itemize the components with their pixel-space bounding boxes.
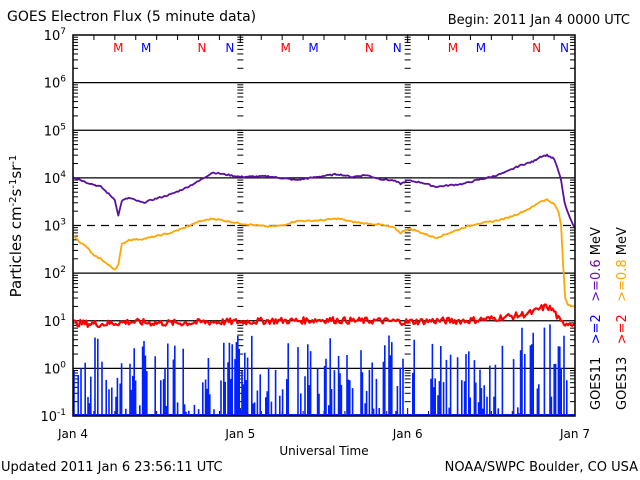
x-tick-label: Jan 5 <box>224 427 255 441</box>
legend-gap <box>615 302 630 314</box>
y-tick-exponent: 0 <box>60 360 66 370</box>
y-tick-exponent: 1 <box>60 313 66 323</box>
y-axis-label-exp3: -1 <box>8 155 19 165</box>
marker-m: M <box>476 41 486 55</box>
y-tick-base: 10 <box>44 172 61 187</box>
marker-n: N <box>197 41 206 55</box>
series-lines <box>72 153 576 329</box>
y-tick-label: 104 <box>44 170 67 187</box>
legend-row-goes11: GOES11 >=2 >=0.6 MeV <box>589 227 604 410</box>
legend-gap <box>589 302 604 314</box>
x-tick-labels: Jan 4 Jan 5 Jan 6 Jan 7 <box>57 427 590 441</box>
y-axis-label: Particles cm-2s-1sr-1 <box>7 155 25 298</box>
y-tick-base: 10 <box>44 220 61 235</box>
marker-n: N <box>393 41 402 55</box>
legend-unit: MeV <box>615 227 630 255</box>
series-goes11-2mev <box>73 324 575 416</box>
chart-title: GOES Electron Flux (5 minute data) <box>7 9 257 25</box>
y-tick-label: 102 <box>44 265 66 282</box>
marker-m: M <box>113 41 123 55</box>
marker-m: M <box>141 41 151 55</box>
y-axis-label-s: s <box>7 188 25 196</box>
series-line-2 <box>73 198 576 308</box>
marker-n: N <box>225 41 234 55</box>
y-tick-label: 105 <box>44 122 66 139</box>
plot-frame <box>72 34 576 417</box>
marker-n: N <box>365 41 374 55</box>
y-tick-label: 107 <box>44 27 66 44</box>
y-tick-base: 10 <box>44 29 61 44</box>
y-tick-exponent: 3 <box>60 218 66 228</box>
y-axis-label-exp2: -1 <box>8 179 19 189</box>
legend-gap <box>589 344 604 356</box>
y-tick-label: 106 <box>44 75 67 92</box>
legend-unit: MeV <box>589 227 604 255</box>
y-tick-label: 103 <box>44 218 66 235</box>
y-tick-exponent: 6 <box>60 75 66 85</box>
y-tick-base: 10 <box>44 315 61 330</box>
updated-time: Updated 2011 Jan 6 23:56:11 UTC <box>1 460 223 475</box>
y-tick-label: 10-1 <box>40 408 66 425</box>
legend-satellite: GOES13 <box>615 357 630 410</box>
y-tick-exponent: 5 <box>60 122 66 132</box>
marker-n: N <box>532 41 541 55</box>
series-line-1 <box>72 153 576 229</box>
y-tick-exponent: 7 <box>60 27 66 37</box>
y-tick-base: 10 <box>44 362 61 377</box>
y-axis-label-exp1: -2 <box>8 196 19 206</box>
x-tick-label: Jan 6 <box>392 427 423 441</box>
y-tick-exponent: 2 <box>60 265 66 275</box>
legend-gap <box>615 344 630 356</box>
credit: NOAA/SWPC Boulder, CO USA <box>444 460 638 475</box>
legend-low-energy: >=2 <box>589 314 604 344</box>
y-tick-label: 101 <box>44 313 66 330</box>
legend-satellite: GOES11 <box>589 357 604 410</box>
begin-time: Begin: 2011 Jan 4 0000 UTC <box>447 13 630 28</box>
legend-low-energy: >=2 <box>615 314 630 344</box>
marker-n: N <box>560 41 569 55</box>
y-tick-base: 10 <box>44 77 61 92</box>
y-tick-exponent: 4 <box>60 170 66 180</box>
legend-high-energy: >=0.8 <box>615 259 630 301</box>
goes11-2mev-bars <box>73 324 568 416</box>
y-tick-base: 10 <box>40 410 57 425</box>
legend-row-goes13: GOES13 >=2 >=0.8 MeV <box>615 227 630 410</box>
x-tick-label: Jan 7 <box>559 427 590 441</box>
y-tick-base: 10 <box>44 267 61 282</box>
marker-m: M <box>308 41 318 55</box>
marker-m: M <box>280 41 290 55</box>
y-tick-exponent: -1 <box>57 408 66 418</box>
marker-m: M <box>448 41 458 55</box>
y-axis-label-sr: sr <box>7 164 25 179</box>
y-tick-label: 100 <box>44 360 67 377</box>
x-axis-label: Universal Time <box>279 444 368 458</box>
grid-lines <box>73 81 575 370</box>
x-tick-label: Jan 4 <box>57 427 88 441</box>
series-line-3 <box>72 303 576 329</box>
y-axis-label-main: Particles cm <box>7 206 25 297</box>
legend-high-energy: >=0.6 <box>589 259 604 301</box>
y-tick-base: 10 <box>44 124 61 139</box>
